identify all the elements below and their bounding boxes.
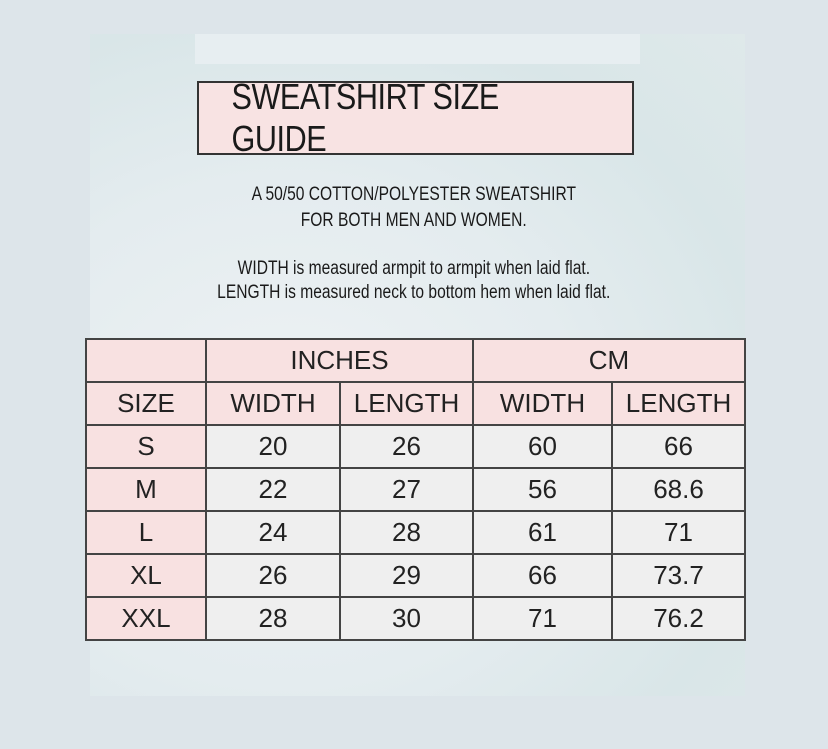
size-cell: XXL	[85, 596, 207, 641]
size-cell: M	[85, 467, 207, 512]
page-title: SWEATSHIRT SIZE GUIDE	[197, 76, 634, 159]
title-text: SWEATSHIRT SIZE GUIDE	[231, 76, 499, 159]
column-header: LENGTH	[611, 381, 746, 426]
group-header-cm: CM	[472, 338, 746, 383]
column-header-row: SIZE WIDTH LENGTH WIDTH LENGTH	[85, 381, 746, 426]
value-cell: 60	[472, 424, 613, 469]
measurement-notes: WIDTH is measured armpit to armpit when …	[0, 257, 828, 305]
size-cell: L	[85, 510, 207, 555]
subtitle: A 50/50 COTTON/POLYESTER SWEATSHIRT FOR …	[0, 182, 828, 234]
value-cell: 66	[472, 553, 613, 598]
value-cell: 29	[339, 553, 474, 598]
column-header: WIDTH	[472, 381, 613, 426]
value-cell: 26	[339, 424, 474, 469]
value-cell: 76.2	[611, 596, 746, 641]
note-line: LENGTH is measured neck to bottom hem wh…	[217, 282, 611, 303]
empty-header-cell	[85, 338, 207, 383]
group-header-row: INCHES CM	[85, 338, 746, 383]
value-cell: 66	[611, 424, 746, 469]
value-cell: 30	[339, 596, 474, 641]
table-row: S 20 26 60 66	[85, 424, 746, 469]
value-cell: 56	[472, 467, 613, 512]
note-line: WIDTH is measured armpit to armpit when …	[237, 258, 591, 279]
value-cell: 26	[205, 553, 341, 598]
value-cell: 28	[339, 510, 474, 555]
table-row: M 22 27 56 68.6	[85, 467, 746, 512]
subtitle-line: A 50/50 COTTON/POLYESTER SWEATSHIRT	[251, 184, 577, 205]
table-row: L 24 28 61 71	[85, 510, 746, 555]
value-cell: 61	[472, 510, 613, 555]
watercolor-background-top	[195, 34, 640, 64]
value-cell: 20	[205, 424, 341, 469]
column-header: LENGTH	[339, 381, 474, 426]
subtitle-line: FOR BOTH MEN AND WOMEN.	[301, 210, 527, 231]
column-header: SIZE	[85, 381, 207, 426]
size-cell: XL	[85, 553, 207, 598]
value-cell: 71	[472, 596, 613, 641]
value-cell: 24	[205, 510, 341, 555]
value-cell: 71	[611, 510, 746, 555]
size-table: INCHES CM SIZE WIDTH LENGTH WIDTH LENGTH S 20…	[85, 338, 746, 641]
value-cell: 73.7	[611, 553, 746, 598]
value-cell: 68.6	[611, 467, 746, 512]
group-header-inches: INCHES	[205, 338, 474, 383]
column-header: WIDTH	[205, 381, 341, 426]
value-cell: 28	[205, 596, 341, 641]
size-cell: S	[85, 424, 207, 469]
table-row: XL 26 29 66 73.7	[85, 553, 746, 598]
value-cell: 27	[339, 467, 474, 512]
value-cell: 22	[205, 467, 341, 512]
table-row: XXL 28 30 71 76.2	[85, 596, 746, 641]
